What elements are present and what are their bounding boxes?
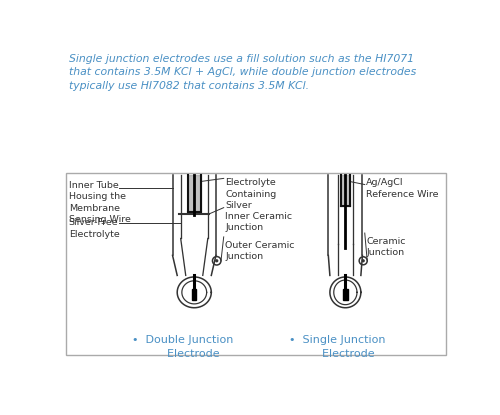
Bar xyxy=(343,289,347,300)
Text: •  Double Junction
      Electrode: • Double Junction Electrode xyxy=(132,335,234,359)
Text: Inner Tube
Housing the
Membrane
Sensing Wire: Inner Tube Housing the Membrane Sensing … xyxy=(68,181,130,224)
Text: Single junction electrodes use a fill solution such as the HI7071
that contains : Single junction electrodes use a fill so… xyxy=(68,54,416,91)
Bar xyxy=(192,289,196,300)
Text: •  Single Junction
      Electrode: • Single Junction Electrode xyxy=(290,335,386,359)
Circle shape xyxy=(216,260,218,262)
Circle shape xyxy=(362,260,364,262)
Text: Ag/AgCl
Reference Wire: Ag/AgCl Reference Wire xyxy=(366,178,439,199)
Text: Silver-Free
Electrolyte: Silver-Free Electrolyte xyxy=(68,218,120,239)
Text: Ceramic
Junction: Ceramic Junction xyxy=(366,237,406,257)
Text: Outer Ceramic
Junction: Outer Ceramic Junction xyxy=(225,241,295,261)
Text: Inner Ceramic
Junction: Inner Ceramic Junction xyxy=(225,212,292,232)
Bar xyxy=(66,173,446,356)
Text: Electrolyte
Containing
Silver: Electrolyte Containing Silver xyxy=(225,178,276,210)
